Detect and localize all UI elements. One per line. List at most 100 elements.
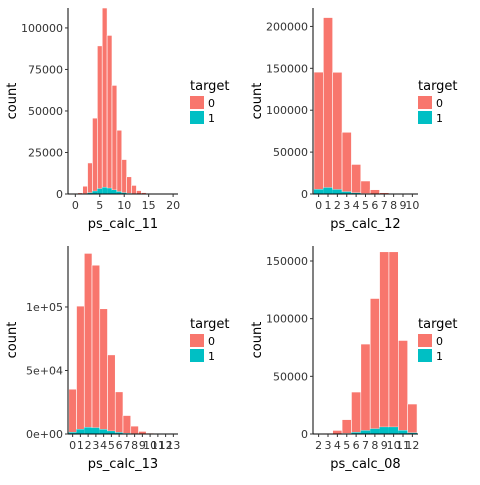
legend-swatch-1 xyxy=(418,349,432,362)
bar-target-1 xyxy=(112,190,117,194)
x-tick-label: 0 xyxy=(69,439,76,452)
y-tick-label: 50000 xyxy=(273,146,308,159)
bar-target-0 xyxy=(408,404,417,433)
x-tick-label: 3 xyxy=(325,439,332,452)
x-tick-label: 0 xyxy=(315,199,322,212)
bar-target-1 xyxy=(333,190,342,194)
legend-label-0: 0 xyxy=(208,335,215,348)
legend-swatch-0 xyxy=(418,96,432,109)
x-tick-label: 5 xyxy=(343,439,350,452)
bar-target-0 xyxy=(102,8,107,187)
x-tick-label: 3 xyxy=(92,439,99,452)
x-tick-label: 6 xyxy=(116,439,123,452)
bar-target-0 xyxy=(370,190,379,194)
bar-target-0 xyxy=(314,72,323,189)
bar-target-0 xyxy=(84,253,92,427)
y-tick-label: 0e+00 xyxy=(26,428,63,441)
bar-target-0 xyxy=(127,177,132,194)
legend-label-0: 0 xyxy=(436,97,443,110)
y-tick-label: 75000 xyxy=(28,63,63,76)
bar-target-0 xyxy=(88,163,93,193)
legend-label-1: 1 xyxy=(208,350,215,363)
x-tick-label: 6 xyxy=(353,439,360,452)
bar-target-0 xyxy=(389,252,398,427)
x-tick-label: 4 xyxy=(353,199,360,212)
x-tick-label: 7 xyxy=(362,439,369,452)
bar-target-1 xyxy=(100,429,108,434)
bar-target-1 xyxy=(370,429,379,434)
bar-target-0 xyxy=(351,392,360,432)
legend: target 0 1 xyxy=(190,317,230,363)
x-tick-label: 2 xyxy=(315,439,322,452)
x-tick-label: 7 xyxy=(381,199,388,212)
legend-label-1: 1 xyxy=(436,350,443,363)
legend-label-0: 0 xyxy=(208,97,215,110)
bar-target-1 xyxy=(107,188,112,194)
x-tick-label: 5 xyxy=(108,439,115,452)
x-axis-title: ps_calc_12 xyxy=(330,217,400,232)
x-tick-label: 1 xyxy=(77,439,84,452)
y-tick-label: 1e+05 xyxy=(26,301,63,314)
legend-title: target xyxy=(418,317,458,332)
x-tick-label: 5 xyxy=(362,199,369,212)
y-tick-label: 200000 xyxy=(266,20,308,33)
bar-target-1 xyxy=(389,427,398,434)
legend-swatch-0 xyxy=(190,334,204,347)
legend-label-1: 1 xyxy=(436,112,443,125)
bar-target-0 xyxy=(132,185,137,193)
legend-swatch-1 xyxy=(418,111,432,124)
y-axis-title: count xyxy=(5,83,20,120)
bar-target-0 xyxy=(380,252,389,427)
bar-target-0 xyxy=(136,191,141,194)
x-tick-label: 3 xyxy=(343,199,350,212)
bar-target-0 xyxy=(333,72,342,189)
legend-swatch-1 xyxy=(190,349,204,362)
y-axis-title: count xyxy=(5,322,20,359)
bar-target-1 xyxy=(398,430,407,434)
bar-target-0 xyxy=(97,46,102,189)
y-axis-title: count xyxy=(250,83,265,120)
y-tick-label: 150000 xyxy=(266,255,308,268)
y-tick-label: 5e+04 xyxy=(26,364,63,377)
bar-target-0 xyxy=(122,160,127,193)
x-tick-label: 10 xyxy=(405,199,419,212)
y-tick-label: 150000 xyxy=(266,62,308,75)
bar-target-1 xyxy=(97,189,102,194)
y-axis-title: count xyxy=(250,322,265,359)
x-tick-label: 0 xyxy=(72,199,79,212)
y-tick-label: 100000 xyxy=(266,104,308,117)
bar-target-0 xyxy=(370,298,379,428)
bar-target-0 xyxy=(112,85,117,190)
y-tick-label: 0 xyxy=(56,188,63,201)
bar-target-1 xyxy=(77,429,85,434)
bar-target-0 xyxy=(77,306,85,429)
bar-target-0 xyxy=(323,18,332,188)
legend-swatch-0 xyxy=(418,334,432,347)
x-tick-label: 2 xyxy=(334,199,341,212)
y-tick-label: 50000 xyxy=(28,105,63,118)
bar-target-0 xyxy=(361,344,370,431)
bar-target-0 xyxy=(100,309,108,430)
x-tick-label: 13 xyxy=(166,439,180,452)
x-tick-label: 8 xyxy=(390,199,397,212)
bar-target-0 xyxy=(69,389,77,432)
y-tick-label: 50000 xyxy=(273,370,308,383)
bar-target-0 xyxy=(333,430,342,433)
y-tick-label: 25000 xyxy=(28,146,63,159)
bar-target-0 xyxy=(398,340,407,430)
x-tick-label: 10 xyxy=(117,199,131,212)
y-tick-label: 100000 xyxy=(266,313,308,326)
x-tick-label: 7 xyxy=(123,439,130,452)
bar-target-0 xyxy=(92,118,97,191)
x-tick-label: 8 xyxy=(371,439,378,452)
bar-target-0 xyxy=(107,35,112,188)
bar-target-0 xyxy=(117,130,122,191)
bar-target-1 xyxy=(380,427,389,434)
bar-target-0 xyxy=(361,181,370,194)
legend-title: target xyxy=(190,317,230,332)
